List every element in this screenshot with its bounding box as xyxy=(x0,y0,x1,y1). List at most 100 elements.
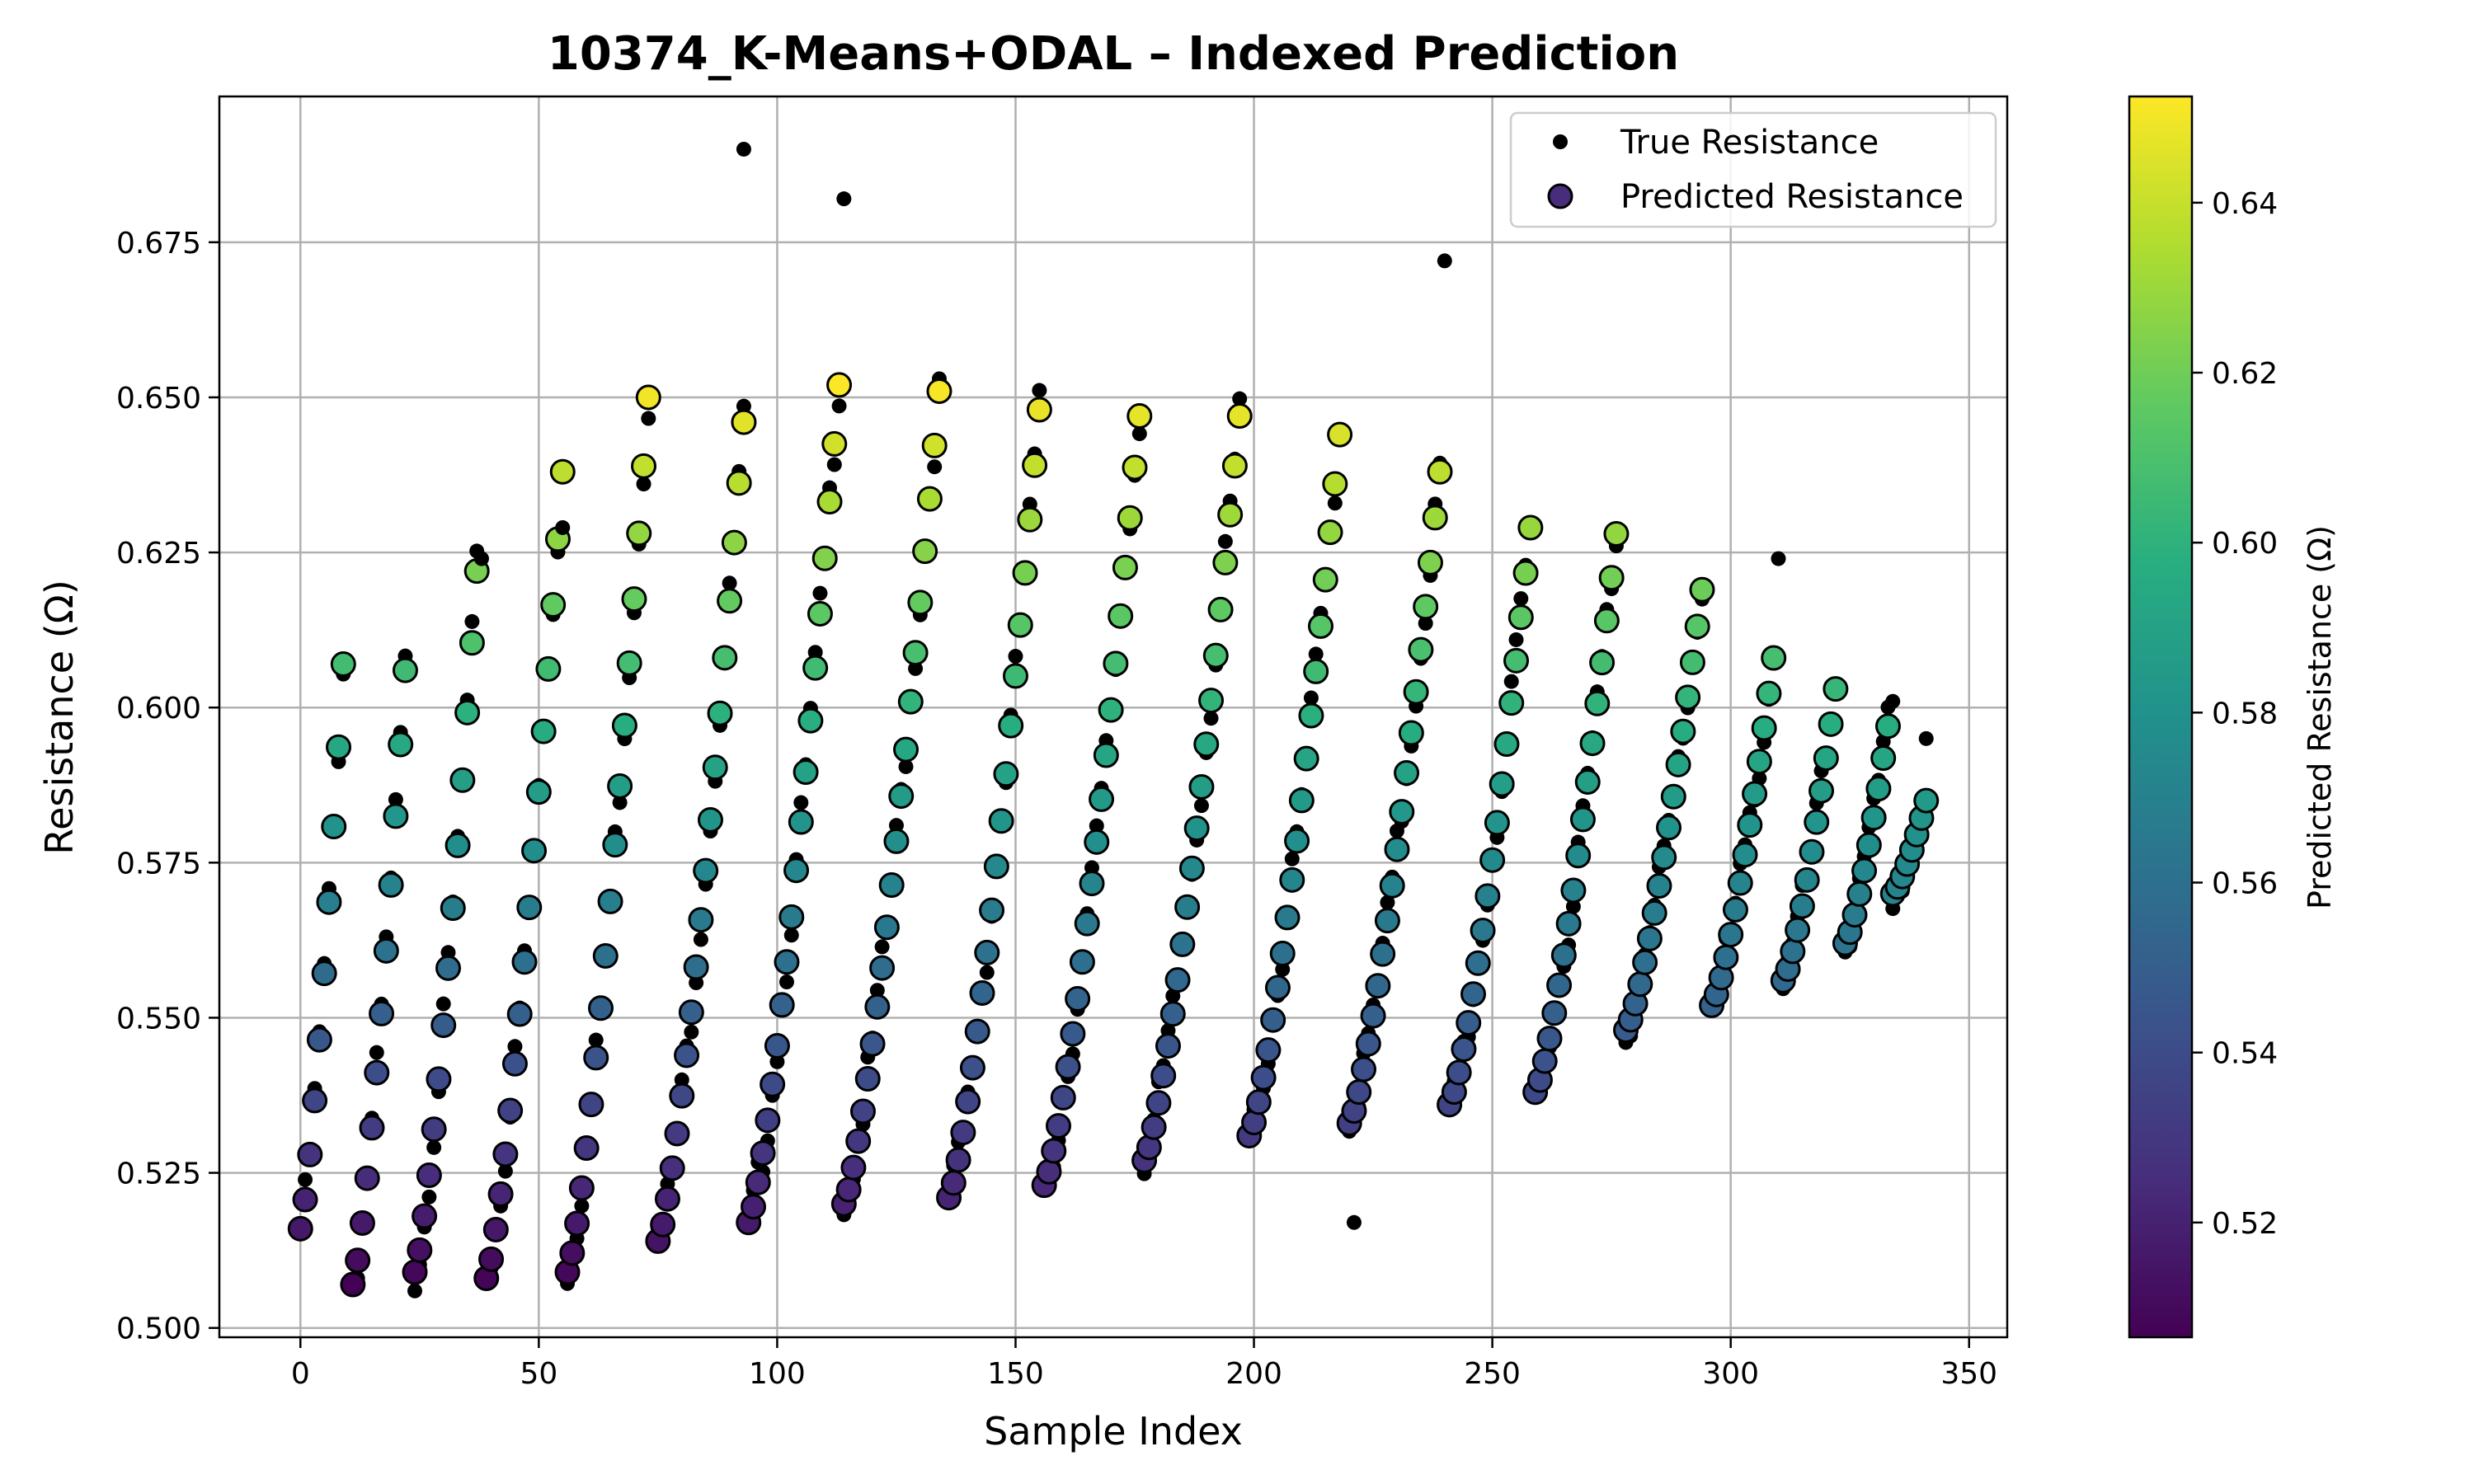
predicted-resistance-point xyxy=(1370,941,1396,967)
predicted-resistance-point xyxy=(345,1247,371,1274)
predicted-resistance-point xyxy=(311,960,337,987)
predicted-resistance-point xyxy=(1408,636,1434,663)
predicted-resistance-point xyxy=(1851,857,1878,884)
predicted-resistance-point xyxy=(478,1246,505,1272)
predicted-resistance-point xyxy=(916,486,943,512)
predicted-resistance-point xyxy=(611,712,637,739)
predicted-resistance-point xyxy=(292,1186,318,1213)
predicted-resistance-point xyxy=(364,1059,390,1086)
predicted-resistance-point xyxy=(635,384,661,411)
predicted-resistance-point xyxy=(1874,713,1901,740)
true-resistance-point xyxy=(693,932,708,947)
predicted-resistance-point xyxy=(1065,985,1091,1012)
predicted-resistance-point xyxy=(1365,973,1391,999)
predicted-resistance-point xyxy=(1355,1031,1381,1057)
predicted-resistance-point xyxy=(1517,514,1544,541)
predicted-resistance-point xyxy=(1603,521,1630,547)
predicted-resistance-point xyxy=(1212,549,1239,575)
predicted-resistance-point xyxy=(1069,949,1095,975)
predicted-resistance-point xyxy=(1145,1090,1172,1116)
predicted-resistance-point xyxy=(1183,815,1210,842)
predicted-resistance-point xyxy=(1164,967,1191,993)
predicted-resistance-point xyxy=(1036,1158,1062,1185)
predicted-resistance-point xyxy=(621,586,647,613)
predicted-resistance-point xyxy=(669,1082,695,1109)
predicted-resistance-point xyxy=(1727,870,1753,896)
predicted-resistance-point xyxy=(1174,894,1201,920)
predicted-resistance-point xyxy=(712,645,738,671)
predicted-resistance-point xyxy=(1117,505,1143,531)
true-resistance-point xyxy=(874,939,890,955)
predicted-resistance-point xyxy=(1489,771,1515,797)
predicted-resistance-point xyxy=(388,731,414,758)
predicted-resistance-point xyxy=(1360,1003,1386,1029)
true-resistance-point xyxy=(736,141,751,157)
predicted-resistance-point xyxy=(1684,613,1710,640)
predicted-resistance-point xyxy=(1574,768,1601,795)
predicted-resistance-point xyxy=(1823,676,1849,702)
predicted-resistance-point xyxy=(412,1203,438,1229)
predicted-resistance-point xyxy=(697,806,723,833)
true-resistance-point xyxy=(588,1032,604,1048)
predicted-resistance-point xyxy=(1569,806,1596,833)
true-resistance-point xyxy=(1089,818,1104,834)
predicted-resistance-point xyxy=(893,736,920,763)
true-resistance-point xyxy=(1232,391,1248,406)
predicted-resistance-point xyxy=(854,1066,881,1092)
predicted-resistance-point xyxy=(664,1120,690,1147)
predicted-resistance-point xyxy=(731,409,757,435)
predicted-resistance-point xyxy=(869,955,896,981)
predicted-resistance-point xyxy=(1288,787,1315,814)
predicted-resistance-point xyxy=(1846,881,1873,907)
predicted-resistance-point xyxy=(717,588,743,614)
predicted-resistance-point xyxy=(745,1169,771,1195)
predicted-resistance-point xyxy=(287,1215,313,1242)
predicted-resistance-point xyxy=(1675,684,1701,711)
x-tick-label: 200 xyxy=(1225,1357,1282,1391)
predicted-resistance-point xyxy=(1780,938,1806,965)
predicted-resistance-point xyxy=(1660,783,1686,810)
true-resistance-point xyxy=(1503,674,1519,689)
predicted-resistance-point xyxy=(354,1165,380,1191)
y-tick-label: 0.675 xyxy=(116,227,201,261)
predicted-resistance-point xyxy=(955,1088,981,1115)
true-resistance-point xyxy=(421,1189,437,1205)
predicted-resistance-point xyxy=(849,1098,876,1125)
predicted-resistance-point xyxy=(1269,941,1296,967)
predicted-resistance-point xyxy=(1394,760,1420,787)
predicted-resistance-point xyxy=(864,993,891,1020)
predicted-resistance-point xyxy=(1756,680,1782,707)
predicted-resistance-point xyxy=(1279,866,1305,893)
predicted-resistance-point xyxy=(449,767,476,793)
predicted-resistance-point xyxy=(835,1176,862,1203)
predicted-resistance-point xyxy=(998,712,1024,739)
predicted-resistance-point xyxy=(1298,702,1324,729)
predicted-resistance-point xyxy=(1122,454,1148,481)
true-resistance-point xyxy=(812,585,828,601)
predicted-resistance-point xyxy=(1789,893,1815,919)
predicted-resistance-point xyxy=(783,857,810,884)
predicted-resistance-point xyxy=(1761,645,1787,671)
colorbar-tick-label: 0.56 xyxy=(2212,867,2278,901)
predicted-resistance-point xyxy=(1255,1037,1282,1064)
legend-box xyxy=(1509,111,1997,228)
y-tick-label: 0.525 xyxy=(116,1158,201,1191)
predicted-resistance-point xyxy=(540,592,567,618)
true-resistance-point xyxy=(369,1045,384,1060)
predicted-resistance-point xyxy=(1579,730,1606,757)
predicted-resistance-point xyxy=(501,1050,528,1077)
x-tick-label: 250 xyxy=(1464,1357,1521,1391)
predicted-resistance-point xyxy=(1079,871,1105,897)
colorbar-tick-label: 0.54 xyxy=(2212,1037,2278,1071)
predicted-resistance-point xyxy=(1002,663,1028,689)
predicted-resistance-point xyxy=(1565,843,1592,869)
predicted-resistance-point xyxy=(1598,565,1625,591)
predicted-resistance-point xyxy=(1460,981,1486,1007)
predicted-resistance-point xyxy=(373,937,399,964)
predicted-resistance-point xyxy=(1656,815,1682,841)
true-resistance-point xyxy=(1418,616,1433,632)
predicted-resistance-point xyxy=(1403,679,1429,705)
predicted-resistance-point xyxy=(359,1115,385,1141)
predicted-resistance-point xyxy=(1169,931,1196,957)
